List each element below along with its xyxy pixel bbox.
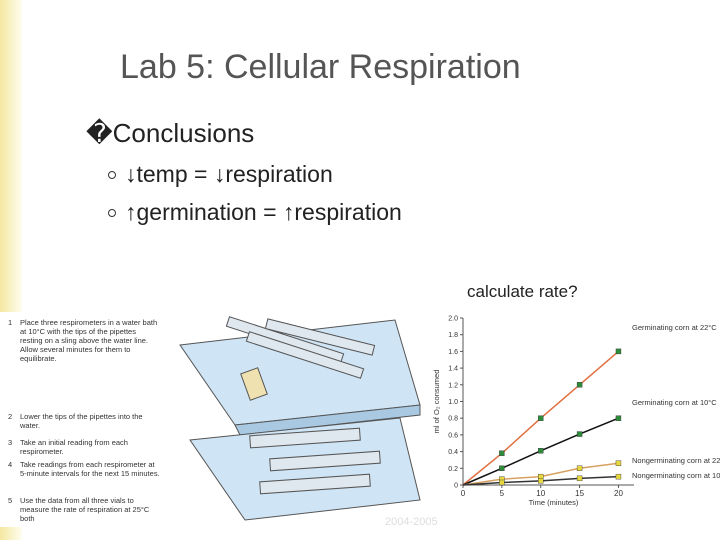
data-point bbox=[576, 431, 583, 437]
sub-bullet-text: ↑germination = ↑respiration bbox=[125, 199, 402, 225]
data-point bbox=[576, 465, 583, 471]
slide-title: Lab 5: Cellular Respiration bbox=[120, 48, 521, 86]
x-tick-label: 5 bbox=[500, 489, 505, 498]
step-number: 3 bbox=[8, 438, 13, 447]
legend-label: Nongerminating corn at 22°C bbox=[632, 456, 720, 465]
x-tick-label: 15 bbox=[575, 489, 584, 498]
data-point bbox=[499, 479, 505, 486]
data-point bbox=[576, 475, 583, 482]
y-tick-label: 1.2 bbox=[448, 382, 458, 389]
instruction-panel bbox=[0, 312, 178, 527]
data-point bbox=[499, 465, 505, 471]
x-tick-label: 20 bbox=[614, 489, 623, 498]
x-axis-label: Time (minutes) bbox=[529, 498, 579, 507]
sub-bullet bbox=[108, 171, 116, 179]
data-point bbox=[615, 348, 622, 355]
plot-area bbox=[463, 318, 634, 485]
y-tick-label: 1.0 bbox=[448, 399, 458, 406]
data-point bbox=[615, 415, 622, 421]
y-tick-label: 0 bbox=[454, 483, 458, 490]
step-text: Use the data from all three vials to mea… bbox=[20, 496, 150, 523]
chart: 0 0.2 0.4 0.6 0.8 1.0 1.2 1.4 1.6 1.8 2.0 0 5 10 15 20 T… bbox=[432, 316, 720, 508]
respirometer-diagram bbox=[179, 316, 421, 521]
step-number: 2 bbox=[8, 412, 13, 421]
step-text: Take an initial reading from each respir… bbox=[20, 438, 128, 456]
y-axis-label: ml of O₂ consumed bbox=[432, 370, 441, 434]
step-number: 1 bbox=[8, 318, 13, 327]
y-tick-label: 0.8 bbox=[448, 416, 458, 423]
x-tick-label: 10 bbox=[536, 489, 545, 498]
step-text: Lower the tips of the pipettes into the … bbox=[20, 412, 143, 430]
y-tick-label: 0.6 bbox=[448, 432, 458, 439]
step-number: 5 bbox=[8, 496, 13, 505]
legend-label: Germinating corn at 22°C bbox=[632, 323, 717, 332]
sub-bullet-text: ↓temp = ↓respiration bbox=[125, 161, 333, 187]
data-point bbox=[538, 415, 544, 421]
data-point bbox=[499, 450, 505, 456]
x-tick-label: 0 bbox=[461, 489, 466, 498]
note: calculate rate? bbox=[467, 282, 578, 301]
legend-label: Germinating corn at 10°C bbox=[632, 398, 717, 407]
y-tick-label: 0.4 bbox=[448, 449, 458, 456]
sub-bullet bbox=[108, 209, 116, 217]
y-tick-label: 1.8 bbox=[448, 332, 458, 339]
data-point bbox=[538, 448, 544, 454]
y-tick-label: 2.0 bbox=[448, 316, 458, 323]
y-tick-label: 1.6 bbox=[448, 349, 458, 356]
legend-label: Nongerminating corn at 10°C bbox=[632, 471, 720, 480]
step-number: 4 bbox=[8, 460, 13, 469]
data-point bbox=[615, 473, 622, 480]
step-text: Place three respirometers in a water bat… bbox=[20, 318, 158, 363]
step-text: Take readings from each respirometer at … bbox=[20, 460, 160, 478]
footer: 2004-2005 bbox=[385, 516, 438, 528]
data-point bbox=[615, 460, 622, 466]
y-tick-label: 1.4 bbox=[448, 366, 458, 373]
data-point bbox=[576, 382, 583, 388]
bullet: �Conclusions bbox=[86, 118, 255, 148]
y-tick-label: 0.2 bbox=[448, 466, 458, 473]
data-point bbox=[538, 478, 544, 484]
